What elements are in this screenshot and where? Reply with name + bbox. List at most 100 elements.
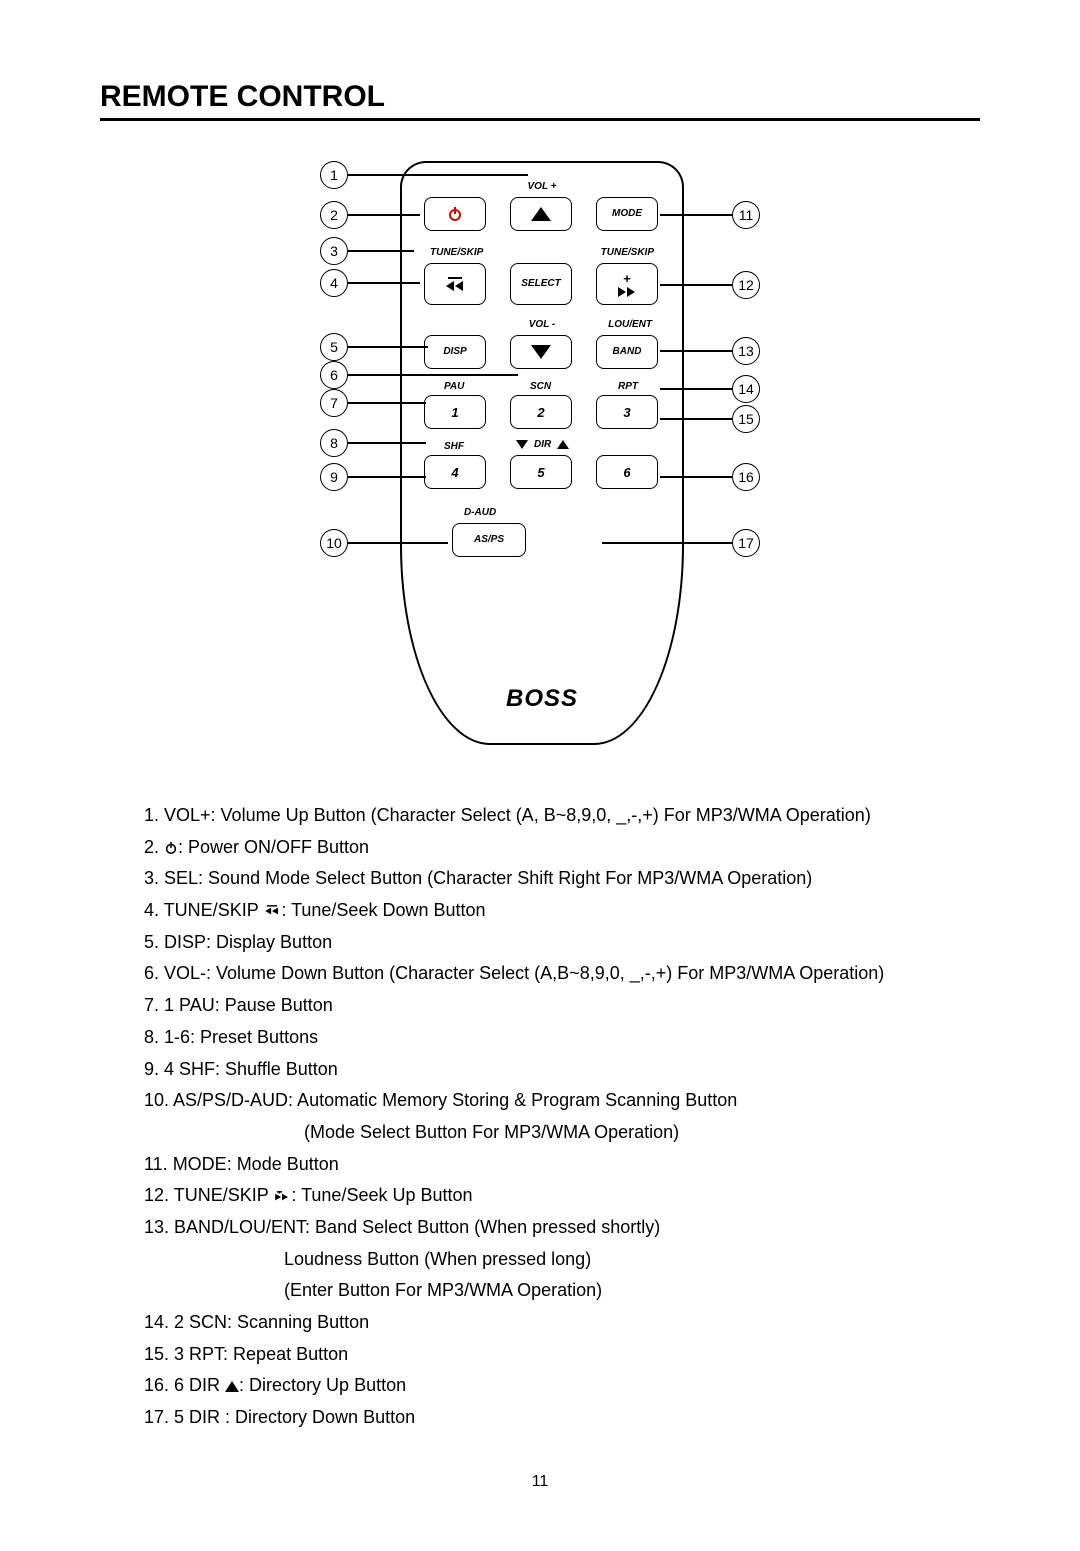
preset-5-button[interactable]: 5: [510, 455, 572, 489]
preset-1-button[interactable]: 1: [424, 395, 486, 429]
forward-icon: [617, 287, 637, 297]
page-number: 11: [100, 1473, 980, 1491]
disp-button[interactable]: DISP: [424, 335, 486, 369]
rewind-icon: [445, 281, 465, 291]
list-item: 10. AS/PS/D-AUD: Automatic Memory Storin…: [144, 1086, 980, 1116]
select-button[interactable]: SELECT: [510, 263, 572, 305]
preset-5-label: 5: [537, 466, 544, 479]
callout-line: [348, 214, 420, 216]
disp-label: DISP: [443, 347, 466, 357]
callout-5: 5: [320, 333, 348, 361]
callout-line: [348, 542, 448, 544]
callout-1: 1: [320, 161, 348, 189]
preset-4-button[interactable]: 4: [424, 455, 486, 489]
up-triangle-icon: [225, 1381, 239, 1392]
callout-line: [348, 250, 414, 252]
list-item: 4. TUNE/SKIP : Tune/Seek Down Button: [144, 896, 980, 926]
preset-1-label: 1: [451, 406, 458, 419]
list-item: 2. : Power ON/OFF Button: [144, 833, 980, 863]
minus-icon: [448, 277, 462, 279]
down-icon: [531, 345, 551, 359]
label-vol-plus: VOL +: [528, 181, 557, 192]
label-pau: PAU: [444, 381, 464, 392]
callout-17: 17: [732, 529, 760, 557]
band-label: BAND: [613, 347, 642, 357]
forward-icon: [273, 1191, 291, 1203]
power-button[interactable]: [424, 197, 486, 231]
callout-line: [348, 174, 528, 176]
callout-9: 9: [320, 463, 348, 491]
callout-line: [348, 402, 426, 404]
callout-4: 4: [320, 269, 348, 297]
callout-line: [660, 350, 732, 352]
label-tuneskip-left: TUNE/SKIP: [430, 247, 483, 258]
tune-up-button[interactable]: +: [596, 263, 658, 305]
callout-line: [660, 418, 732, 420]
label-daud: D-AUD: [464, 507, 496, 518]
power-icon: [164, 841, 178, 855]
label-lou-ent: LOU/ENT: [608, 319, 652, 330]
brand-logo: BOSS: [506, 685, 578, 713]
list-item: 13. BAND/LOU/ENT: Band Select Button (Wh…: [144, 1213, 980, 1243]
callout-line: [660, 214, 732, 216]
callout-8: 8: [320, 429, 348, 457]
select-label: SELECT: [521, 279, 560, 289]
list-item: 8. 1-6: Preset Buttons: [144, 1023, 980, 1053]
vol-down-button[interactable]: [510, 335, 572, 369]
preset-3-button[interactable]: 3: [596, 395, 658, 429]
list-item: Loudness Button (When pressed long): [144, 1245, 980, 1275]
preset-4-label: 4: [451, 466, 458, 479]
remote-body: VOL + MODE TUNE/SKIP TUNE/SKIP: [400, 161, 684, 745]
list-item: 3. SEL: Sound Mode Select Button (Charac…: [144, 864, 980, 894]
list-item: 7. 1 PAU: Pause Button: [144, 991, 980, 1021]
rewind-icon: [263, 905, 281, 917]
callout-line: [602, 542, 732, 544]
callout-line: [348, 282, 420, 284]
plus-icon: +: [623, 272, 631, 285]
band-button[interactable]: BAND: [596, 335, 658, 369]
description-list: 1. VOL+: Volume Up Button (Character Sel…: [144, 801, 980, 1433]
callout-line: [660, 284, 732, 286]
label-vol-minus: VOL -: [529, 319, 555, 330]
preset-6-label: 6: [623, 466, 630, 479]
callout-line: [660, 476, 732, 478]
asps-label: AS/PS: [474, 535, 504, 545]
callout-3: 3: [320, 237, 348, 265]
dir-down-icon: [516, 440, 528, 449]
list-item: 16. 6 DIR : Directory Up Button: [144, 1371, 980, 1401]
list-item: (Mode Select Button For MP3/WMA Operatio…: [144, 1118, 980, 1148]
callout-13: 13: [732, 337, 760, 365]
remote-diagram: VOL + MODE TUNE/SKIP TUNE/SKIP: [280, 161, 800, 761]
label-scn: SCN: [530, 381, 551, 392]
label-dir: DIR: [534, 439, 551, 450]
list-item: 12. TUNE/SKIP : Tune/Seek Up Button: [144, 1181, 980, 1211]
callout-14: 14: [732, 375, 760, 403]
list-item: 9. 4 SHF: Shuffle Button: [144, 1055, 980, 1085]
callout-12: 12: [732, 271, 760, 299]
callout-7: 7: [320, 389, 348, 417]
preset-2-button[interactable]: 2: [510, 395, 572, 429]
list-item: 14. 2 SCN: Scanning Button: [144, 1308, 980, 1338]
asps-button[interactable]: AS/PS: [452, 523, 526, 557]
mode-button[interactable]: MODE: [596, 197, 658, 231]
list-item: 5. DISP: Display Button: [144, 928, 980, 958]
preset-2-label: 2: [537, 406, 544, 419]
tune-down-button[interactable]: [424, 263, 486, 305]
mode-label: MODE: [612, 209, 642, 219]
label-tuneskip-right: TUNE/SKIP: [601, 247, 654, 258]
list-item: 1. VOL+: Volume Up Button (Character Sel…: [144, 801, 980, 831]
callout-line: [348, 374, 518, 376]
page-title: REMOTE CONTROL: [100, 80, 980, 121]
label-rpt: RPT: [618, 381, 638, 392]
vol-up-button[interactable]: [510, 197, 572, 231]
callout-11: 11: [732, 201, 760, 229]
callout-10: 10: [320, 529, 348, 557]
callout-line: [348, 476, 426, 478]
list-item: 6. VOL-: Volume Down Button (Character S…: [144, 959, 980, 989]
list-item: 15. 3 RPT: Repeat Button: [144, 1340, 980, 1370]
preset-6-button[interactable]: 6: [596, 455, 658, 489]
callout-2: 2: [320, 201, 348, 229]
preset-3-label: 3: [623, 406, 630, 419]
callout-line: [348, 442, 426, 444]
callout-16: 16: [732, 463, 760, 491]
